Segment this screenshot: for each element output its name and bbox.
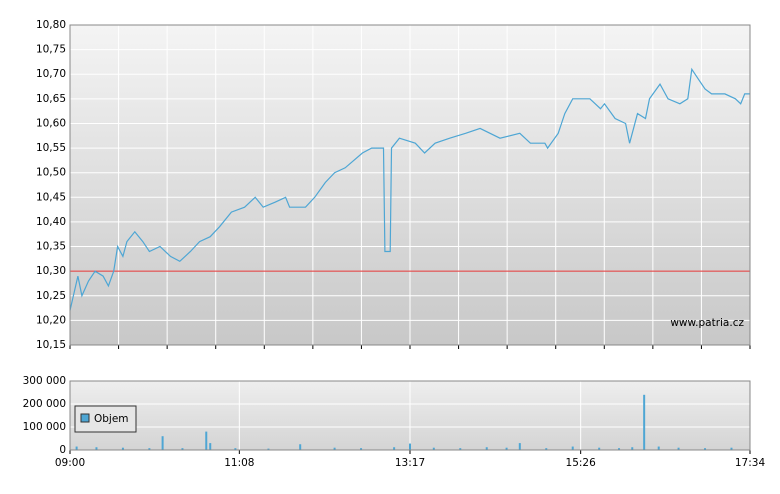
volume-bar [121,447,124,450]
volume-bar [148,448,151,450]
volume-bar [618,448,621,450]
y-tick-label: 10,35 [36,241,66,253]
y-tick-label: 10,60 [36,117,66,129]
y-tick-label: 10,45 [36,191,66,203]
y-tick-label: 10,15 [36,339,66,351]
volume-bar [333,447,336,450]
y-tick-label: 10,55 [36,142,66,154]
y-tick-label: 10,80 [36,19,66,31]
price-line [69,67,750,311]
volume-bar [704,448,707,450]
x-tick-label: 17:34 [735,457,766,469]
volume-bar [360,448,363,450]
volume-bar [205,431,208,450]
volume-bar [299,444,302,450]
y-tick-label: 10,70 [36,68,66,80]
volume-bar [677,447,680,450]
y-tick-label: 10,20 [36,314,66,326]
y-tick-label: 0 [59,444,66,456]
volume-bar [571,446,574,450]
volume-bar [505,447,508,450]
y-tick-label: 200 000 [23,398,66,410]
y-tick-label: 10,50 [36,167,66,179]
volume-bar [181,448,184,450]
volume-bar [631,447,634,450]
volume-bar [598,447,601,450]
y-tick-label: 100 000 [23,421,66,433]
volume-bar [95,447,98,450]
legend-label: Objem [94,413,129,425]
volume-bar [657,446,660,450]
y-tick-label: 10,75 [36,44,66,56]
watermark: www.patria.cz [670,317,744,329]
y-tick-label: 10,65 [36,93,66,105]
plot-border [69,380,751,451]
x-tick-label: 11:08 [224,457,254,469]
volume-bar [432,447,435,450]
volume-bar [267,448,270,450]
y-tick-label: 300 000 [23,375,66,387]
volume-bar [643,394,646,450]
volume-bar [161,436,164,450]
volume-bar [485,447,488,450]
plot-border [69,24,751,346]
x-tick-label: 09:00 [55,457,85,469]
y-tick-label: 10,40 [36,216,66,228]
x-tick-label: 15:26 [566,457,597,469]
y-tick-label: 10,25 [36,290,66,302]
volume-bar [393,447,396,450]
x-tick-label: 13:17 [395,457,425,469]
legend-swatch [80,413,90,423]
volume-bar [234,448,237,450]
volume-bar [545,448,548,450]
volume-bar [730,447,733,450]
volume-bar [518,443,521,450]
volume-bar [409,443,411,450]
y-tick-label: 10,30 [36,265,66,277]
volume-bar [75,446,78,450]
volume-bar [459,448,462,450]
volume-bar [209,443,212,450]
